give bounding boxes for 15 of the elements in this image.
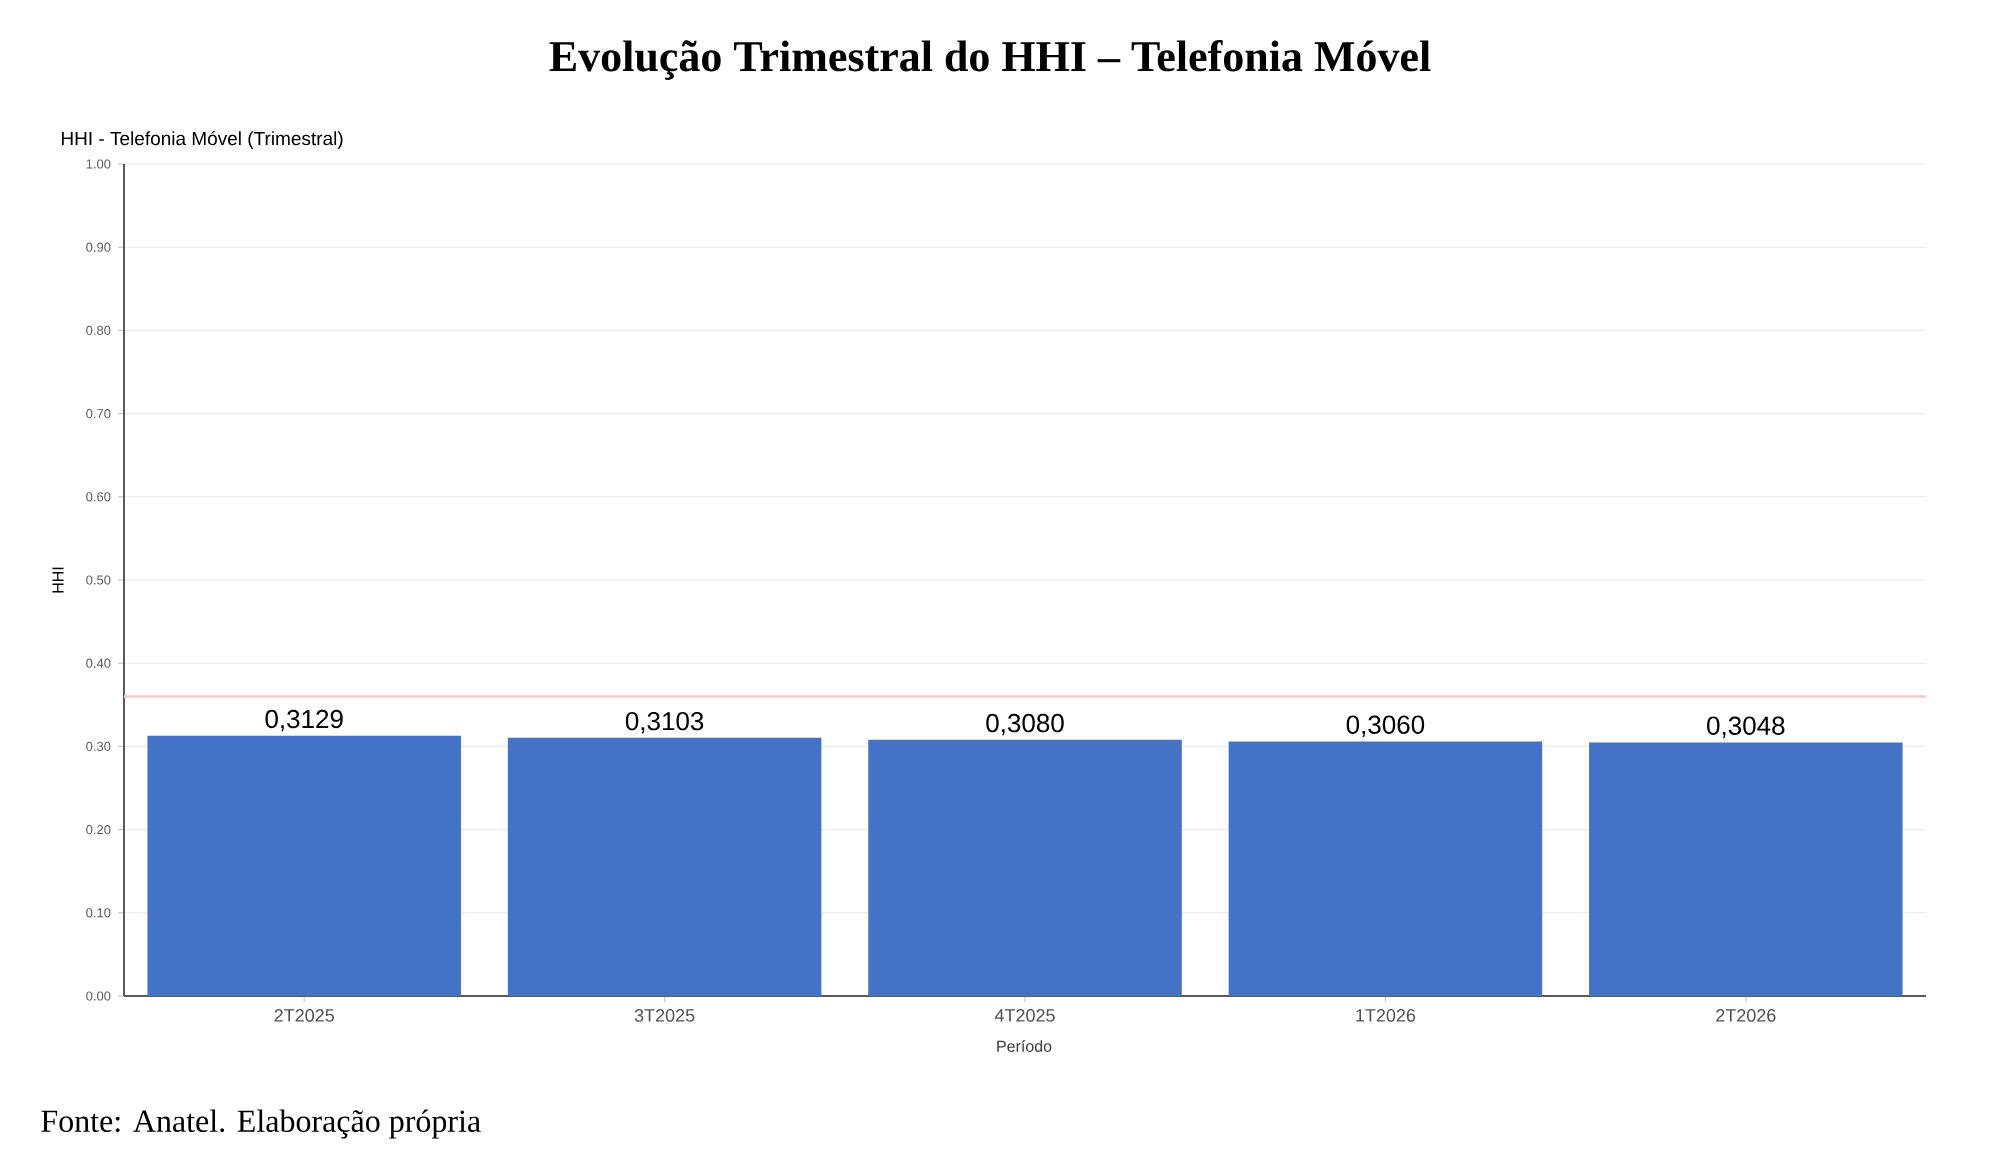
chart-title: Evolução Trimestral do HHI – Telefonia Móvel [549,39,1431,80]
x-tick-label: 2T2025 [274,1009,334,1022]
data-label: 0,3060 [1346,715,1425,737]
data-label: 0,3129 [265,709,343,732]
data-label: 0,3048 [1707,716,1785,738]
chart-subtitle: HHI - Telefonia Móvel (Trimestral) [61,131,343,149]
x-tick-label: 4T2025 [994,1009,1055,1022]
x-axis-title: Período [997,1040,1052,1052]
data-label: 0,3080 [986,713,1064,736]
data-label: 0,3103 [625,711,704,734]
x-tick-label: 1T2026 [1356,1009,1416,1022]
x-tick-label: 3T2025 [634,1009,695,1022]
y-axis-title: HHI [52,567,64,593]
x-tick-label: 2T2026 [1716,1009,1776,1022]
source-note: Fonte: Anatel. Elaboração própria [41,1109,481,1139]
